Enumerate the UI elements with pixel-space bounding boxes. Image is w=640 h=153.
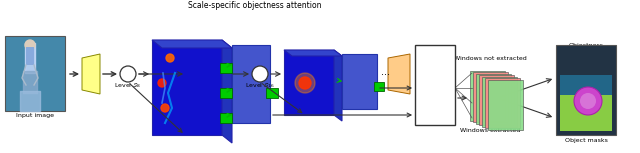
Circle shape [580, 93, 596, 109]
Text: Input image: Input image [16, 113, 54, 118]
Polygon shape [222, 40, 232, 143]
Bar [5, 36, 65, 111]
Text: Windows not extracted: Windows not extracted [454, 56, 526, 60]
Bar [479, 75, 514, 125]
Circle shape [120, 66, 136, 82]
Polygon shape [212, 54, 230, 94]
Text: Selective window
extraction module: Selective window extraction module [429, 60, 440, 110]
Bar [473, 72, 508, 122]
Bar [488, 80, 523, 130]
Polygon shape [388, 54, 410, 94]
Text: Windows extracted: Windows extracted [460, 129, 520, 134]
Text: Scale-specific objectness attention: Scale-specific objectness attention [188, 1, 322, 10]
Bar [560, 76, 612, 131]
Polygon shape [152, 40, 232, 48]
Bar [220, 88, 232, 98]
Bar [284, 50, 334, 115]
Bar [342, 54, 377, 109]
Circle shape [295, 73, 315, 93]
Bar [482, 77, 517, 127]
Bar [374, 82, 384, 91]
Bar [476, 74, 511, 124]
Bar [26, 47, 34, 65]
Text: Object masks: Object masks [564, 138, 607, 143]
Bar [560, 75, 612, 95]
Polygon shape [334, 50, 342, 121]
Polygon shape [284, 50, 342, 56]
Bar [556, 45, 616, 135]
Circle shape [299, 77, 311, 89]
FancyBboxPatch shape [415, 45, 455, 125]
Bar [232, 45, 270, 123]
Text: Level $\mathcal{S}_{16}$: Level $\mathcal{S}_{16}$ [245, 81, 275, 90]
Text: Objectness
scores: Objectness scores [568, 43, 604, 54]
Circle shape [25, 40, 35, 50]
Bar [220, 113, 232, 123]
Bar [470, 71, 505, 121]
Circle shape [158, 79, 166, 87]
Bar [152, 40, 222, 135]
Bar [485, 78, 520, 128]
Text: ...: ... [381, 67, 390, 77]
Polygon shape [82, 54, 100, 94]
Circle shape [574, 87, 602, 115]
Circle shape [166, 54, 174, 62]
Text: Level $\mathcal{S}_8$: Level $\mathcal{S}_8$ [115, 81, 141, 90]
Circle shape [161, 104, 169, 112]
Bar [266, 88, 278, 98]
Bar [220, 63, 232, 73]
Circle shape [252, 66, 268, 82]
